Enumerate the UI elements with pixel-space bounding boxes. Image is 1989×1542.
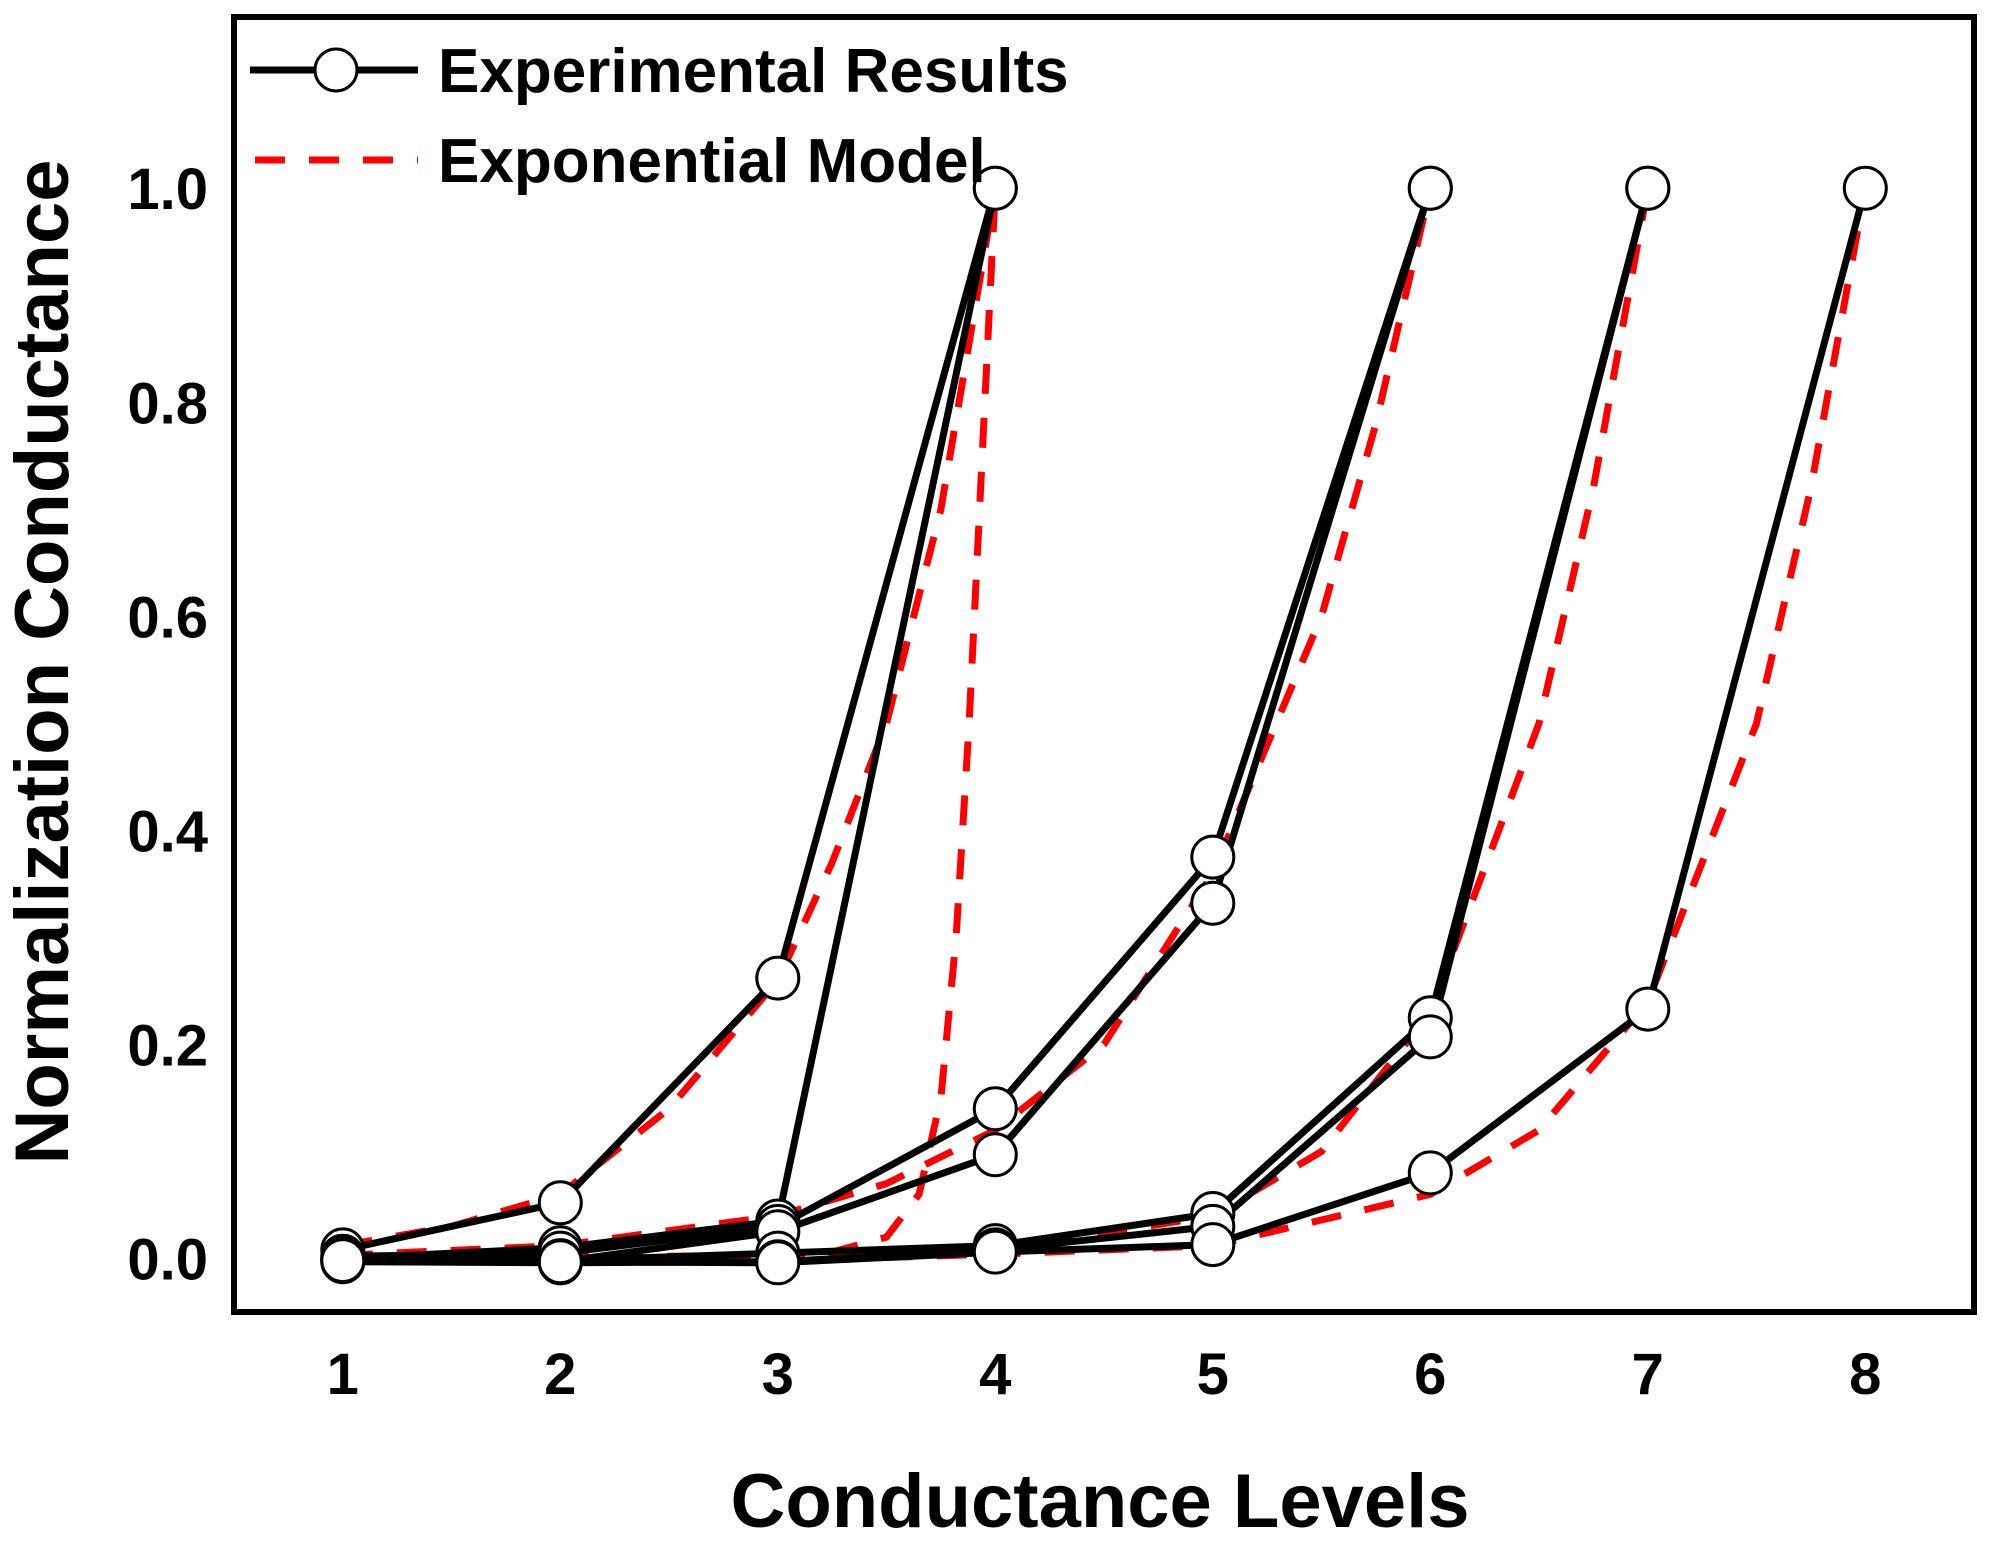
x-tick-label: 4 — [979, 1342, 1011, 1407]
experimental-data-point — [1407, 165, 1453, 211]
experimental-data-point — [755, 955, 801, 1001]
experimental-data-point — [320, 1238, 366, 1284]
experimental-data-point — [1190, 834, 1236, 880]
x-tick-label: 7 — [1632, 1342, 1664, 1407]
x-tick-label: 5 — [1197, 1342, 1229, 1407]
x-tick-label: 8 — [1849, 1342, 1881, 1407]
experimental-data-point — [537, 1239, 583, 1285]
experimental-series-group — [342, 187, 1869, 1267]
experimental-data-point — [537, 1180, 583, 1226]
experimental-series-line — [342, 187, 1434, 1260]
x-tick-label: 3 — [762, 1342, 794, 1407]
experimental-markers-group — [320, 165, 1888, 1286]
experimental-data-point — [1625, 986, 1671, 1032]
x-tick-label: 6 — [1414, 1342, 1446, 1407]
experimental-data-point — [1625, 165, 1671, 211]
experimental-series-line — [342, 187, 1434, 1266]
y-tick-label: 0.4 — [127, 799, 208, 864]
experimental-data-point — [1190, 1222, 1236, 1268]
experimental-series-line — [342, 187, 999, 1262]
experimental-data-point — [972, 1229, 1018, 1275]
model-series-line — [342, 187, 1869, 1265]
model-series-line — [342, 187, 1434, 1259]
y-tick-label: 0.8 — [127, 371, 208, 436]
legend-label-model: Exponential Model — [438, 127, 986, 196]
x-tick-label: 1 — [327, 1342, 359, 1407]
experimental-data-point — [1842, 165, 1888, 211]
experimental-series-line — [342, 187, 999, 1254]
y-axis-title: Normalization Conductance — [0, 160, 85, 1165]
experimental-data-point — [1407, 1014, 1453, 1060]
experimental-data-point — [755, 1240, 801, 1286]
experimental-series-line — [342, 187, 1869, 1267]
x-axis-ticks: 1 2 3 4 5 6 7 8 — [327, 1342, 1882, 1407]
y-tick-label: 0.2 — [127, 1013, 208, 1078]
legend: Experimental Results Exponential Model — [250, 37, 1069, 196]
legend-marker-experimental — [313, 47, 359, 93]
experimental-data-point — [972, 165, 1018, 211]
experimental-data-point — [1190, 880, 1236, 926]
plot-frame — [231, 14, 1977, 1315]
legend-label-experimental: Experimental Results — [438, 37, 1069, 106]
y-tick-label: 0.6 — [127, 585, 208, 650]
y-tick-label: 1.0 — [127, 157, 208, 222]
experimental-data-point — [972, 1132, 1018, 1178]
y-axis-ticks: 0.0 0.2 0.4 0.6 0.8 1.0 — [127, 157, 208, 1292]
model-series-group — [342, 187, 1869, 1265]
x-axis-title: Conductance Levels — [730, 1459, 1469, 1542]
model-series-line — [342, 188, 999, 1262]
x-tick-label: 2 — [544, 1342, 576, 1407]
experimental-data-point — [972, 1086, 1018, 1132]
y-tick-label: 0.0 — [127, 1227, 208, 1292]
experimental-data-point — [1407, 1150, 1453, 1196]
